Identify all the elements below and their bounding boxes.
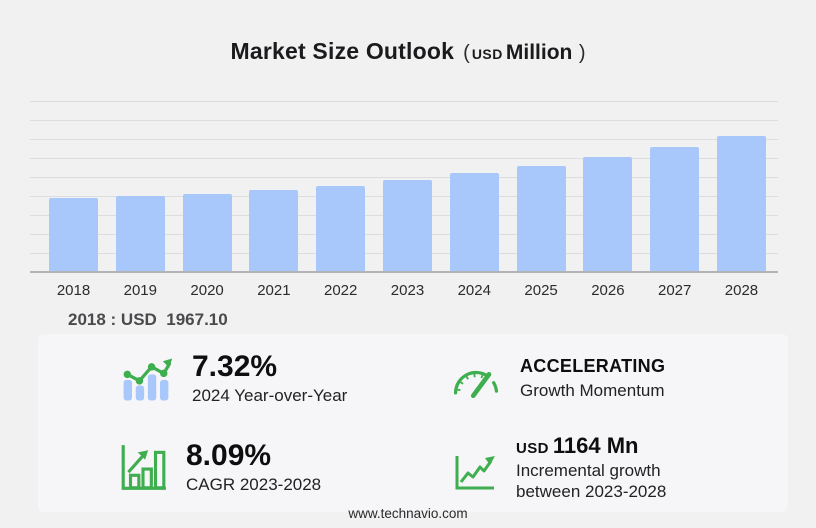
chart-title: Market Size Outlook (USD Million ) <box>0 38 816 65</box>
stat-cagr: 8.09% CAGR 2023-2028 <box>38 423 418 512</box>
stat-yoy-text: 7.32% 2024 Year-over-Year <box>192 351 347 407</box>
stat-incremental: USD 1164 Mn Incremental growth between 20… <box>418 423 788 512</box>
x-label-2026: 2026 <box>591 282 625 299</box>
bar-2019 <box>115 196 165 273</box>
x-label-2027: 2027 <box>657 282 692 299</box>
momentum-value: ACCELERATING <box>520 355 666 376</box>
bar-growth-arrow-icon <box>118 443 168 493</box>
x-label-2028: 2028 <box>724 282 759 299</box>
bar-2025 <box>516 166 566 273</box>
bar-2020 <box>182 194 232 273</box>
cagr-value: 8.09% <box>186 438 272 472</box>
callout-2018-value: 2018 : USD 1967.10 <box>68 310 228 329</box>
x-label-2020: 2020 <box>190 282 224 299</box>
x-label-2021: 2021 <box>257 282 291 299</box>
bar-2028 <box>716 136 766 273</box>
bar-2018 <box>49 198 98 273</box>
gridline <box>30 177 778 178</box>
gridline <box>30 158 778 159</box>
x-axis-labels: 2018 2019 2020 2021 2022 2023 2024 2025 2026 2027… <box>30 282 778 299</box>
incremental-label-line1: Incremental growth <box>516 460 661 480</box>
gridline <box>30 101 778 102</box>
title-unit-usd: USD <box>471 46 503 62</box>
bar-chart-trend-icon <box>118 355 174 403</box>
gridline <box>30 139 778 140</box>
bar-2027 <box>650 147 700 273</box>
title-paren-close: ) <box>578 42 586 64</box>
yoy-value: 7.32% <box>192 349 278 383</box>
footer-url: www.technavio.com <box>348 506 468 521</box>
title-text: Market Size Outlook <box>230 38 455 64</box>
gauge-icon <box>450 357 502 401</box>
stat-incremental-text: USD 1164 Mn Incremental growth between 20… <box>516 433 666 503</box>
bar-2022 <box>316 186 366 273</box>
stat-momentum: ACCELERATING Growth Momentum <box>418 334 788 423</box>
momentum-label: Growth Momentum <box>520 381 665 401</box>
incremental-value-row: USD 1164 Mn <box>516 433 666 459</box>
bar-2026 <box>583 157 633 273</box>
stat-momentum-text: ACCELERATING Growth Momentum <box>520 356 665 402</box>
incremental-label-line2: between 2023-2028 <box>516 482 667 501</box>
stat-yoy: 7.32% 2024 Year-over-Year <box>38 334 418 423</box>
x-label-2023: 2023 <box>390 282 425 299</box>
incremental-currency: USD <box>516 439 549 457</box>
line-growth-arrow-icon <box>450 444 498 492</box>
x-axis-line <box>30 271 778 273</box>
stats-panel: 7.32% 2024 Year-over-Year ACCELERATING <box>38 334 788 512</box>
title-paren-open: ( <box>463 42 470 64</box>
x-label-2018: 2018 <box>56 282 91 299</box>
stat-cagr-text: 8.09% CAGR 2023-2028 <box>186 440 321 496</box>
x-label-2025: 2025 <box>524 282 558 299</box>
x-label-2022: 2022 <box>324 282 358 299</box>
bar-chart <box>30 101 778 273</box>
bar-2023 <box>382 180 432 273</box>
bars <box>30 102 778 273</box>
yoy-label: 2024 Year-over-Year <box>192 386 348 406</box>
bar-2021 <box>249 190 299 273</box>
bar-2024 <box>449 173 499 273</box>
cagr-label: CAGR 2023-2028 <box>186 475 322 495</box>
title-unit-million: Million <box>505 41 573 64</box>
x-label-2019: 2019 <box>123 282 157 299</box>
x-label-2024: 2024 <box>457 282 491 299</box>
gridline <box>30 120 778 121</box>
incremental-value: 1164 Mn <box>552 432 639 458</box>
